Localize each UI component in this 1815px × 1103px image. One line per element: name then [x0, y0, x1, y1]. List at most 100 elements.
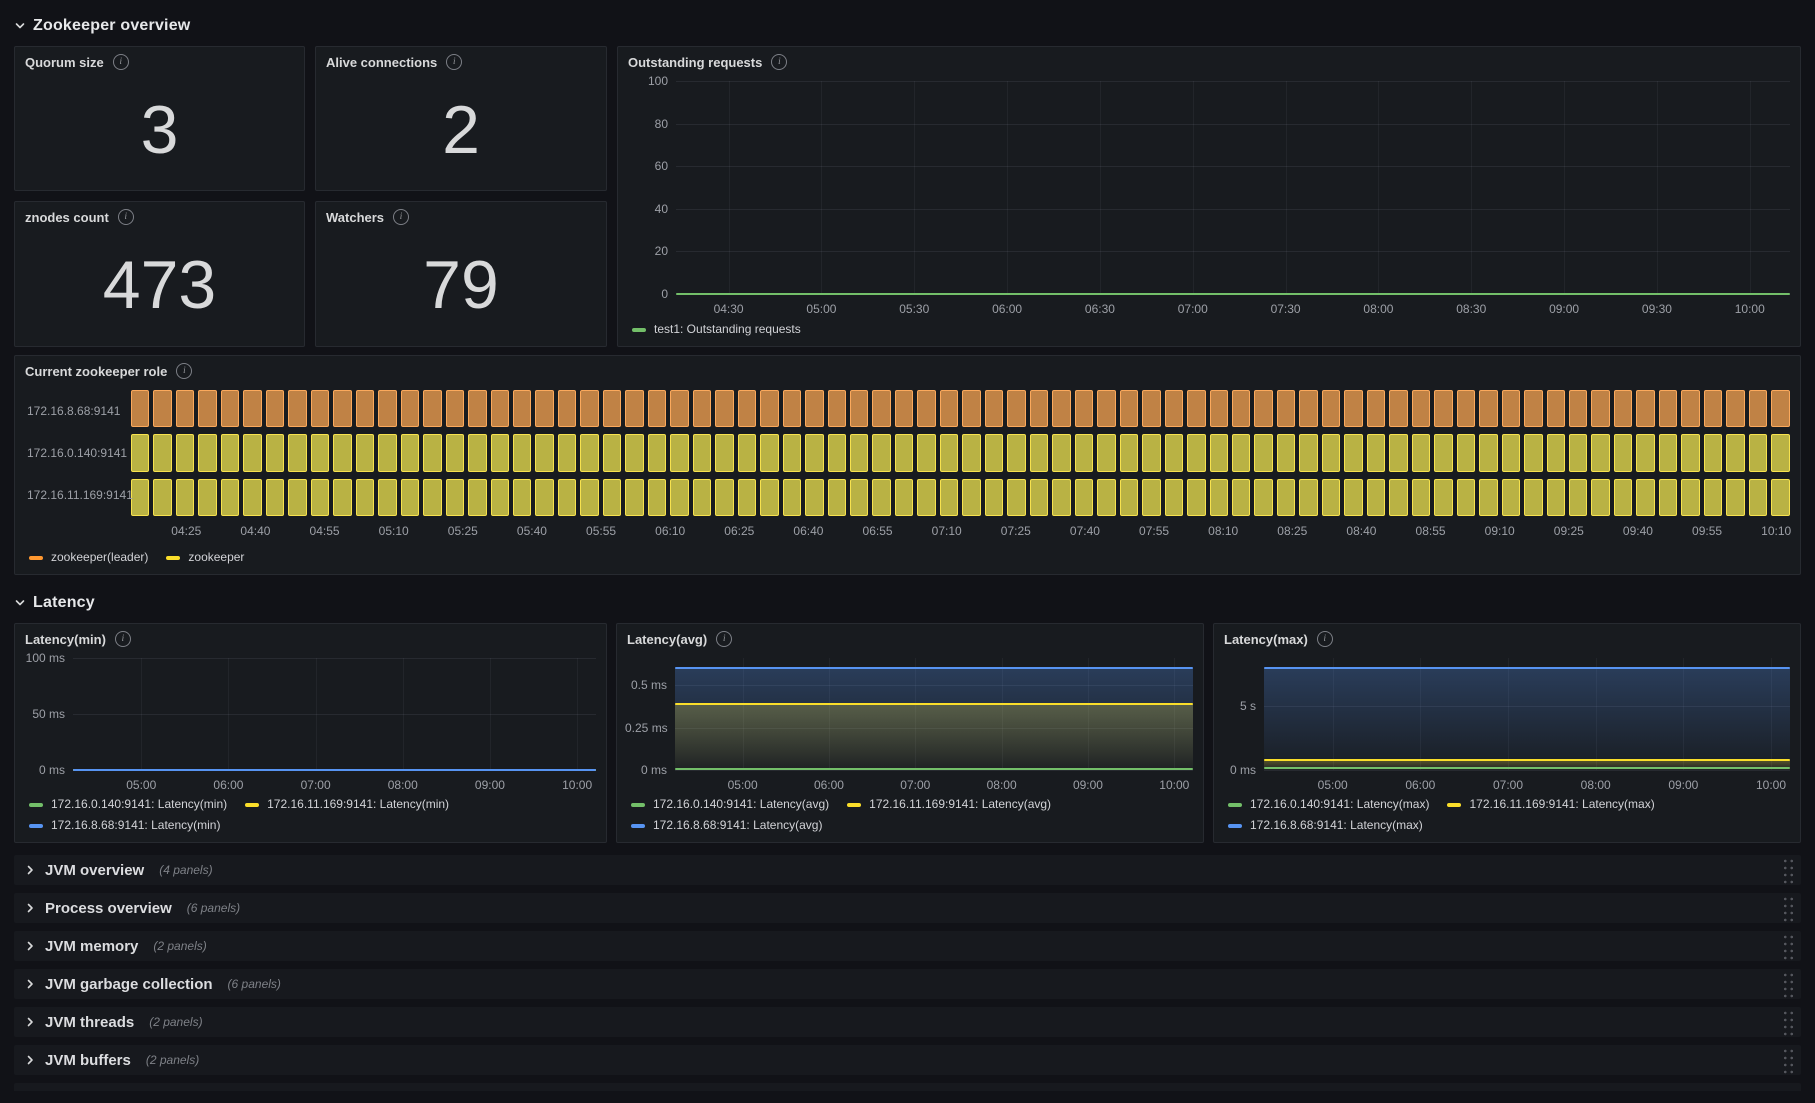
info-icon[interactable]: i: [114, 631, 131, 647]
row-process-overview[interactable]: Process overview (6 panels): [14, 893, 1801, 923]
latency-min-chart: 100 ms 50 ms 0 ms 05:00 06:00 07:00 08:00 09:00…: [23, 651, 596, 836]
legend: test1: Outstanding requests: [632, 319, 1790, 340]
legend-item[interactable]: zookeeper(leader): [29, 547, 148, 568]
x-tick-label: 10:00: [1734, 302, 1765, 316]
state-segment: [1569, 478, 1588, 516]
grid-line-vertical: [1285, 81, 1287, 294]
panel-header-current-zookeeper-role[interactable]: Current zookeeper role i: [15, 356, 1800, 386]
state-segment: [1524, 434, 1543, 472]
panel-header-znodes-count[interactable]: znodes count i: [15, 202, 304, 232]
drag-handle-icon[interactable]: [1781, 1046, 1794, 1074]
panel-header-latency-max[interactable]: Latency(max) i: [1214, 624, 1800, 654]
state-segment: [670, 434, 689, 472]
y-tick-label: 20: [654, 244, 668, 259]
panel-header-outstanding-requests[interactable]: Outstanding requests i: [618, 47, 1800, 77]
row-jvm-threads[interactable]: JVM threads (2 panels): [14, 1007, 1801, 1037]
legend-item[interactable]: 172.16.8.68:9141: Latency(max): [1228, 815, 1423, 836]
drag-handle-icon[interactable]: [1781, 970, 1794, 998]
legend-item[interactable]: 172.16.11.169:9141: Latency(min): [245, 794, 449, 815]
legend-item[interactable]: zookeeper: [166, 547, 244, 568]
panel-header-watchers[interactable]: Watchers i: [316, 202, 606, 232]
legend-label: zookeeper(leader): [51, 550, 149, 564]
section-header-latency[interactable]: Latency: [14, 589, 1801, 617]
legend-item[interactable]: test1: Outstanding requests: [632, 319, 801, 340]
info-icon[interactable]: i: [112, 54, 129, 70]
state-segment: [647, 478, 667, 516]
info-icon[interactable]: i: [771, 54, 788, 70]
panel-header-quorum-size[interactable]: Quorum size i: [15, 47, 304, 77]
row-jvm-buffers[interactable]: JVM buffers (2 panels): [14, 1045, 1801, 1075]
drag-handle-icon[interactable]: [1781, 1008, 1794, 1036]
drag-handle-icon[interactable]: [1781, 932, 1794, 960]
state-segment: [535, 434, 554, 472]
drag-handle-icon[interactable]: [1781, 856, 1794, 884]
info-icon[interactable]: i: [716, 631, 733, 647]
timeline-row-label: 172.16.0.140:9141: [27, 446, 128, 460]
row-title: JVM threads: [45, 1013, 135, 1031]
chevron-right-icon: [24, 940, 36, 952]
legend-item[interactable]: 172.16.8.68:9141: Latency(avg): [631, 815, 822, 836]
panel-header-latency-min[interactable]: Latency(min) i: [15, 624, 606, 654]
legend-item[interactable]: 172.16.11.169:9141: Latency(max): [1447, 794, 1655, 815]
info-icon[interactable]: i: [117, 209, 134, 225]
state-segment: [512, 390, 532, 428]
state-segment: [1254, 390, 1273, 428]
state-segment: [647, 434, 667, 472]
state-segment: [760, 478, 779, 516]
series-area: [675, 668, 1193, 770]
x-tick-label: 08:55: [1415, 524, 1446, 538]
grid-line-vertical: [915, 658, 917, 770]
series-line: [675, 667, 1193, 670]
state-segment: [670, 478, 689, 516]
legend: zookeeper(leader) zookeeper: [29, 547, 1790, 568]
state-segment: [1456, 434, 1476, 472]
info-icon[interactable]: i: [393, 209, 410, 225]
legend-item[interactable]: 172.16.0.140:9141: Latency(avg): [631, 794, 829, 815]
state-segment: [445, 434, 465, 472]
series-area: [1264, 760, 1790, 770]
state-segment: [1097, 434, 1116, 472]
grid-line-horizontal: [676, 166, 1790, 168]
grid-line-horizontal: [1264, 706, 1790, 708]
info-icon[interactable]: i: [1316, 631, 1333, 647]
state-segment: [939, 478, 959, 516]
state-segment: [1029, 434, 1049, 472]
state-segment: [400, 478, 420, 516]
row-jvm-garbage-collection[interactable]: JVM garbage collection (6 panels): [14, 969, 1801, 999]
state-segment: [1389, 434, 1408, 472]
state-segment: [1119, 390, 1139, 428]
state-segment: [737, 478, 757, 516]
state-segment: [265, 478, 285, 516]
info-icon[interactable]: i: [176, 363, 193, 379]
panel-header-latency-avg[interactable]: Latency(avg) i: [617, 624, 1203, 654]
panel-header-alive-connections[interactable]: Alive connections i: [316, 47, 606, 77]
state-segment: [1771, 434, 1790, 472]
state-segment: [962, 390, 981, 428]
plot-area: [1264, 658, 1790, 771]
legend-item[interactable]: 172.16.8.68:9141: Latency(min): [29, 815, 220, 836]
state-segment: [1187, 478, 1206, 516]
x-tick-label: 07:25: [1000, 524, 1031, 538]
legend-item[interactable]: 172.16.0.140:9141: Latency(min): [29, 794, 227, 815]
grid-line-vertical: [914, 81, 916, 294]
legend-item[interactable]: 172.16.0.140:9141: Latency(max): [1228, 794, 1429, 815]
y-tick-label: 0 ms: [1229, 763, 1256, 777]
info-icon[interactable]: i: [446, 54, 463, 70]
state-segment: [1569, 434, 1588, 472]
state-segment: [512, 478, 532, 516]
legend-color-pill: [29, 823, 43, 828]
grid-line-vertical: [1174, 658, 1176, 770]
drag-handle-icon[interactable]: [1781, 894, 1794, 922]
outstanding-requests-chart: 100 80 60 40 20 0 04:30 05:00 05:30 06:00 06:30 07:…: [626, 74, 1790, 340]
row-jvm-overview[interactable]: JVM overview (4 panels): [14, 855, 1801, 885]
x-tick-label: 07:10: [931, 524, 962, 538]
plot-area: [73, 658, 596, 771]
state-segment: [670, 390, 689, 428]
top-panel-grid: Quorum size i 3 Alive connections i 2 Ou…: [14, 46, 1801, 347]
legend-item[interactable]: 172.16.11.169:9141: Latency(avg): [847, 794, 1051, 815]
state-segment: [468, 478, 487, 516]
timeline-row: [131, 434, 1790, 472]
y-tick-label: 100 ms: [25, 651, 65, 665]
section-header-zookeeper-overview[interactable]: Zookeeper overview: [14, 12, 1801, 40]
row-jvm-memory[interactable]: JVM memory (2 panels): [14, 931, 1801, 961]
